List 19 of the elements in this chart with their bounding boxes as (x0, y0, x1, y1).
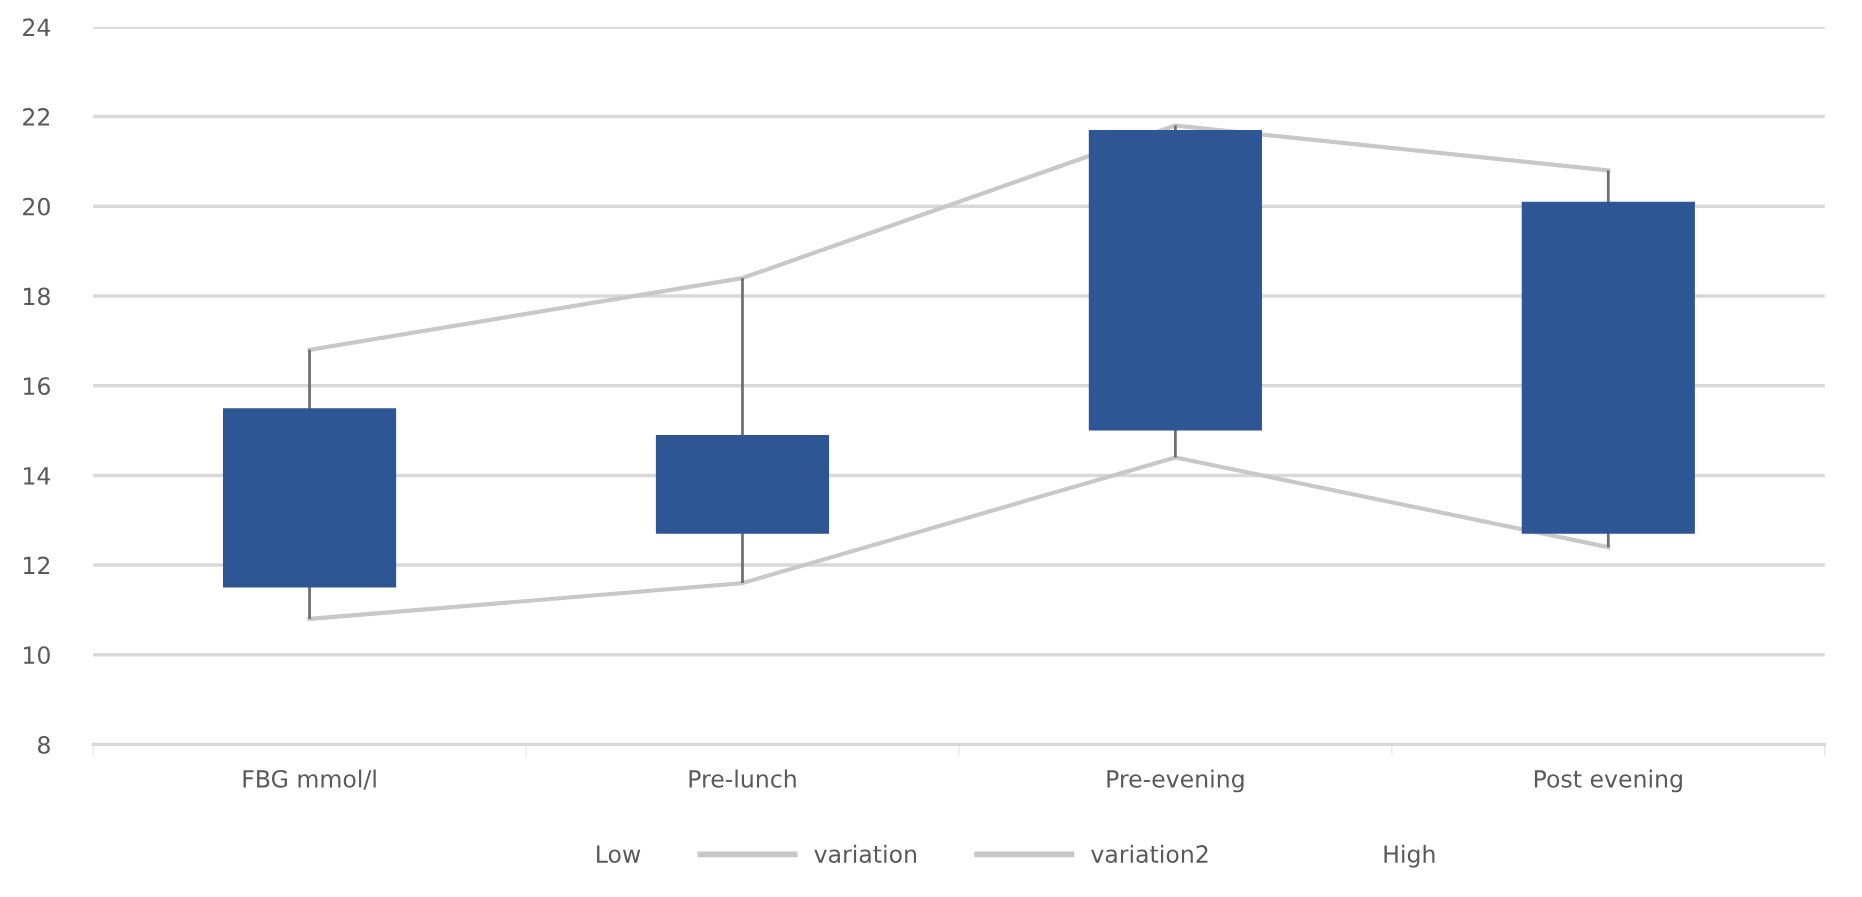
y-tick-label: 10 (23, 646, 50, 665)
y-tick-label: 12 (23, 556, 50, 575)
legend-label: variation2 (1091, 844, 1208, 863)
y-tick-label: 22 (23, 108, 50, 126)
x-tick-label: FBG mmol/l (243, 769, 376, 790)
x-tick-label: Pre-lunch (689, 769, 796, 788)
x-tick-label: Post evening (1534, 769, 1682, 793)
text: Low (597, 845, 641, 863)
y-tick-label: 18 (23, 287, 50, 306)
y-tick-label: 20 (23, 197, 50, 216)
line-series (307, 123, 1611, 352)
legend-label: variation (814, 844, 917, 863)
y-tick-label: 24 (23, 18, 51, 36)
text: High (1384, 844, 1435, 868)
line-series (307, 455, 1611, 622)
y-tick-label: 14 (23, 467, 51, 485)
x-tick-label: Pre-evening (1107, 769, 1244, 793)
y-tick-label: 16 (23, 377, 50, 396)
y-tick-label: 8 (38, 735, 50, 754)
